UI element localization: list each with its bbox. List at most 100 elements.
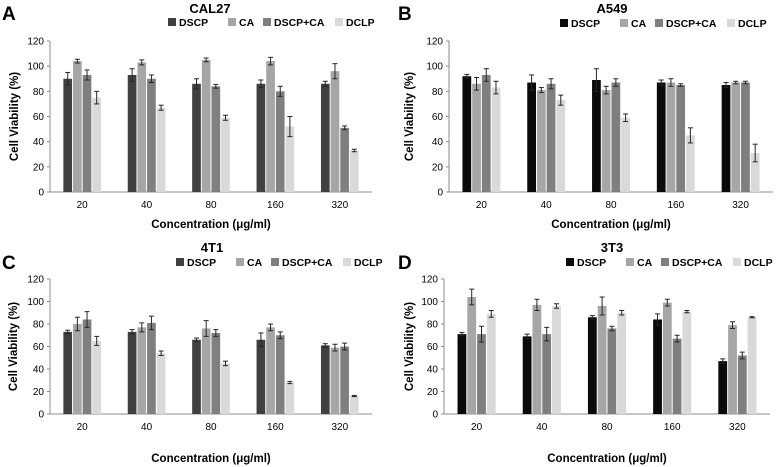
error-bar [524, 333, 530, 340]
y-tick-label: 100 [27, 297, 44, 308]
y-tick-label: 60 [33, 112, 45, 123]
bar [491, 87, 501, 192]
bar [221, 117, 230, 192]
error-bar [687, 127, 693, 144]
bar [542, 334, 552, 415]
error-bar [544, 326, 550, 342]
panel-title: 3T3 [601, 240, 623, 255]
bar [192, 339, 201, 414]
y-tick-label: 20 [33, 162, 45, 173]
bar [92, 97, 102, 193]
error-bar [534, 298, 540, 311]
error-bar [589, 315, 595, 320]
y-tick-label: 120 [27, 37, 44, 48]
legend-swatch [560, 19, 568, 27]
legend-entry: CA [631, 18, 647, 30]
legend-entry: DCLP [354, 257, 383, 269]
bar [156, 353, 166, 414]
error-bar [342, 125, 348, 131]
panel-title: CAL27 [189, 1, 230, 16]
x-tick-label: 40 [541, 200, 553, 211]
x-tick-label: 80 [605, 200, 617, 211]
bar [546, 83, 556, 192]
error-bar [213, 329, 219, 337]
error-bar [553, 303, 559, 309]
legend-swatch [271, 258, 279, 266]
bar [522, 336, 532, 415]
bar [340, 127, 349, 192]
y-tick-label: 40 [427, 365, 439, 376]
bar [127, 331, 137, 415]
y-tick-label: 20 [427, 387, 439, 398]
bar [737, 355, 747, 414]
legend-entry: CA [637, 257, 653, 269]
error-bar [65, 329, 71, 335]
legend-swatch [236, 258, 244, 266]
error-bar [603, 85, 609, 95]
bar [607, 328, 617, 414]
bar [481, 74, 491, 192]
error-bar [538, 87, 544, 94]
y-tick-label: 0 [437, 188, 443, 199]
error-bar [268, 323, 274, 332]
error-bar [332, 343, 338, 352]
bar [676, 85, 686, 192]
legend-entry: CA [239, 17, 255, 29]
y-axis-title: Cell Viability (%) [9, 72, 21, 161]
error-bar [623, 113, 629, 123]
error-bar [619, 310, 625, 316]
error-bar [655, 313, 661, 326]
bar [266, 61, 275, 192]
bar [672, 338, 682, 415]
legend-entry: DCLP [744, 257, 773, 269]
x-tick-label: 20 [77, 200, 89, 211]
bar [601, 90, 611, 192]
bar [156, 107, 166, 192]
y-tick-label: 0 [38, 188, 44, 199]
error-bar [613, 78, 619, 87]
y-tick-label: 100 [421, 297, 438, 308]
bar [721, 85, 731, 192]
bar [82, 74, 92, 192]
error-bar [664, 298, 670, 307]
panel-letter: B [398, 4, 412, 25]
error-bar [752, 143, 758, 163]
error-bar [203, 320, 209, 337]
panel-title: 4T1 [201, 240, 223, 255]
x-tick-label: 160 [667, 200, 684, 211]
x-tick-label: 40 [141, 422, 153, 433]
legend-entry: DCLP [346, 17, 375, 29]
bar [747, 317, 757, 414]
y-axis-title: Cell Viability (%) [404, 302, 416, 391]
error-bar [158, 104, 164, 111]
legend-entry: CA [247, 257, 263, 269]
error-bar [599, 296, 605, 316]
error-bar [684, 310, 690, 314]
bar [467, 297, 477, 414]
legend-swatch [620, 19, 628, 27]
error-bar [488, 310, 494, 318]
x-tick-label: 80 [601, 422, 613, 433]
bar [686, 135, 695, 193]
x-tick-label: 320 [729, 422, 746, 433]
x-axis-title: Concentration (μg/ml) [551, 219, 671, 231]
x-tick-label: 320 [331, 422, 348, 433]
panel-title: A549 [596, 1, 627, 16]
error-bar [474, 76, 480, 91]
legend-entry: DSCP+CA [282, 257, 333, 269]
y-tick-label: 80 [33, 87, 45, 98]
x-tick-label: 80 [205, 422, 217, 433]
error-bar [548, 78, 554, 90]
bar [285, 126, 295, 192]
bar [662, 302, 672, 415]
y-tick-label: 20 [432, 162, 444, 173]
error-bar [94, 90, 100, 105]
bar [750, 152, 760, 192]
x-tick-label: 160 [267, 200, 284, 211]
error-bar [459, 331, 465, 337]
bar [718, 361, 728, 415]
x-tick-label: 20 [471, 422, 483, 433]
legend-entry: DSCP [577, 257, 606, 269]
error-bar [558, 94, 564, 106]
